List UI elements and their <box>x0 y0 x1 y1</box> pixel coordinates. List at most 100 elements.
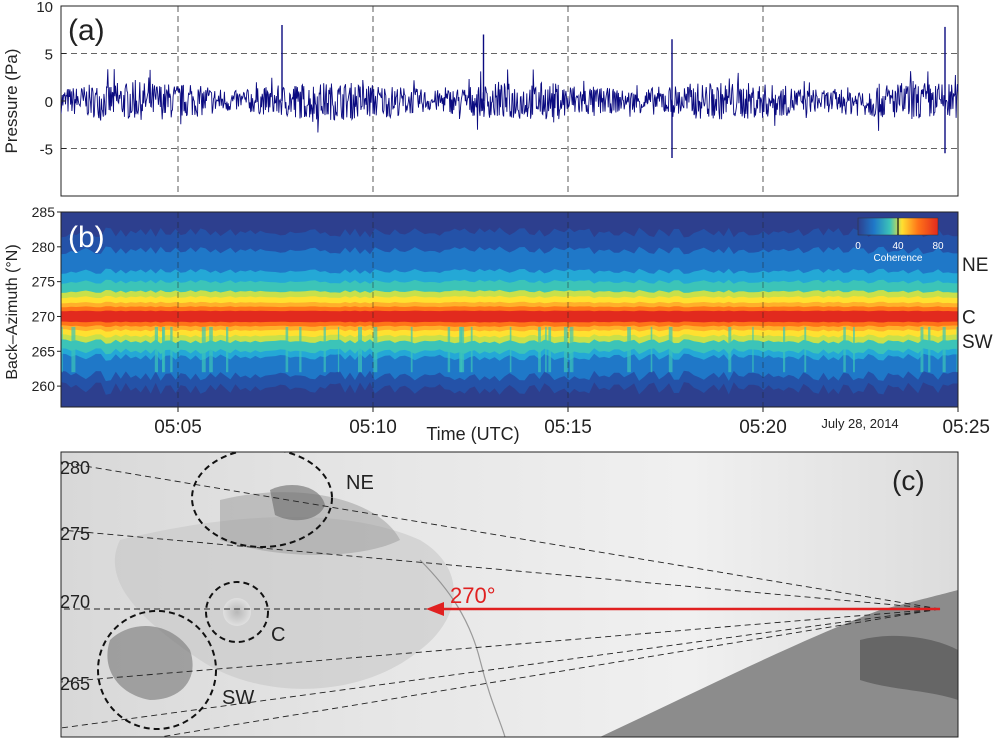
source-label-sw: SW <box>962 332 993 353</box>
coherence-heatmap <box>61 212 958 407</box>
pressure-trace <box>61 69 958 133</box>
bearing-label-270: 270 <box>60 592 90 612</box>
heatmap-streak-12 <box>752 326 754 373</box>
bearing-rays <box>61 461 941 737</box>
bearing-ray-4 <box>61 608 941 729</box>
heatmap-streak-7 <box>323 326 326 373</box>
heatmap-streak-5 <box>928 326 931 373</box>
crater-label-sw: SW <box>222 687 254 709</box>
bearing-ray-3 <box>61 608 941 683</box>
azimuth-arrowhead <box>426 602 444 616</box>
source-labels: NE C SW <box>962 255 993 353</box>
panel-c-frame <box>60 451 959 738</box>
panel-b-label: (b) <box>68 221 105 254</box>
panel-b-ytick-2: 275 <box>32 274 56 290</box>
panel-b-grid <box>177 212 764 407</box>
bearing-label-265: 265 <box>60 674 90 694</box>
panel-c-label: (c) <box>892 465 925 496</box>
heatmap-streak-9 <box>920 326 924 373</box>
heatmap-streak-13 <box>154 326 158 373</box>
heatmap-streak-32 <box>668 326 673 373</box>
heatmap-streak-20 <box>470 326 473 373</box>
heatmap-streak-4 <box>285 326 289 373</box>
panel-a-ytick-1: 5 <box>45 47 53 64</box>
panel-b-yticks: 285 280 275 270 265 260 <box>32 204 61 394</box>
source-label-ne: NE <box>962 255 988 276</box>
pressure-peaks <box>281 25 946 158</box>
heatmap-streak-33 <box>373 326 378 373</box>
date-label: July 28, 2014 <box>821 416 898 431</box>
panel-b-xtick-0: 05:05 <box>154 417 202 438</box>
panel-a-ylabel: Pressure (Pa) <box>2 49 21 154</box>
heatmap-streak-11 <box>337 326 340 373</box>
bearing-label-275: 275 <box>60 524 90 544</box>
dark-terrain <box>600 590 958 737</box>
crater-label-ne: NE <box>346 472 374 494</box>
ridge-shadow <box>220 492 400 555</box>
colorbar-tick-2: 80 <box>932 241 944 252</box>
heatmap-streak-26 <box>545 326 547 373</box>
heatmap-streak-6 <box>299 326 302 373</box>
panel-b-ytick-5: 260 <box>32 378 56 394</box>
panel-b-ytick-4: 265 <box>32 343 56 359</box>
heatmap-streak-34 <box>804 326 807 373</box>
colorbar-tick-1: 40 <box>892 241 904 252</box>
heatmap-streak-22 <box>509 326 512 373</box>
heatmap-streak-14 <box>226 326 229 373</box>
bearing-ray-1 <box>61 529 941 610</box>
heatmap-streak-37 <box>460 326 465 373</box>
c-crater-floor <box>223 598 251 626</box>
heatmap-streak-23 <box>538 326 541 373</box>
panel-a: (a) 10 5 0 -5 Pressure (Pa) <box>2 0 959 197</box>
crater-sw-outline <box>97 610 217 730</box>
bearing-label-280: 280 <box>60 458 90 478</box>
panel-b-xtick-1: 05:10 <box>349 417 397 438</box>
crater-c-outline <box>205 581 269 643</box>
bearing-labels: 280 275 270 265 <box>60 458 90 694</box>
heatmap-streak-16 <box>942 326 946 373</box>
heatmap-streak-10 <box>358 326 362 373</box>
panel-b-xtick-4: 05:25 <box>942 417 990 438</box>
heatmap-streak-25 <box>853 326 855 373</box>
panel-b-ytick-1: 280 <box>32 239 56 255</box>
panel-b-xtick-3: 05:20 <box>739 417 787 438</box>
panel-b-xticks: 05:05 05:10 05:15 05:20 05:25 <box>154 407 990 438</box>
heatmap-streak-1 <box>783 326 786 373</box>
heatmap-streak-17 <box>843 326 846 373</box>
heatmap-streak-18 <box>627 326 631 373</box>
colorbar-label: Coherence <box>874 253 923 264</box>
panel-b-ytick-3: 270 <box>32 308 56 324</box>
panel-b-ylabel: Back–Azimuth (°N) <box>4 244 21 379</box>
colorbar-tick-0: 0 <box>855 241 861 252</box>
sw-crater-floor <box>107 626 193 700</box>
azimuth-arrow-label: 270° <box>450 583 496 608</box>
flow-shadow <box>114 516 454 689</box>
heatmap-streak-15 <box>170 326 173 373</box>
panel-c: 270° 280 275 270 265 NE C SW (c) <box>60 451 959 738</box>
heatmap-streak-31 <box>162 326 166 373</box>
colorbar-ticks: 0 40 80 <box>855 241 944 252</box>
panel-a-label: (a) <box>68 14 105 47</box>
bearing-ray-0 <box>61 461 941 610</box>
heatmap-streak-38 <box>201 326 206 373</box>
panel-b-xlabel: Time (UTC) <box>426 424 519 444</box>
panel-b-ytick-0: 285 <box>32 204 56 220</box>
panel-a-yticks: 10 5 0 -5 <box>36 0 66 159</box>
heatmap-streak-3 <box>650 326 653 373</box>
crater-label-c: C <box>271 624 285 646</box>
heatmap-streak-0 <box>61 326 63 373</box>
panel-b-frame <box>60 211 959 408</box>
ne-crater-floor <box>270 485 325 521</box>
heatmap-streak-36 <box>447 326 451 373</box>
colorbar: 0 40 80 Coherence <box>855 217 944 264</box>
source-label-c: C <box>962 307 976 328</box>
panel-a-ytick-0: 10 <box>36 0 53 16</box>
panel-a-ytick-2: 0 <box>45 94 53 111</box>
heatmap-streak-24 <box>956 326 958 373</box>
heatmap-band-8 <box>61 310 958 323</box>
heatmap-streak-39 <box>410 326 413 373</box>
heatmap-streak-2 <box>728 326 732 373</box>
gully <box>419 559 506 737</box>
